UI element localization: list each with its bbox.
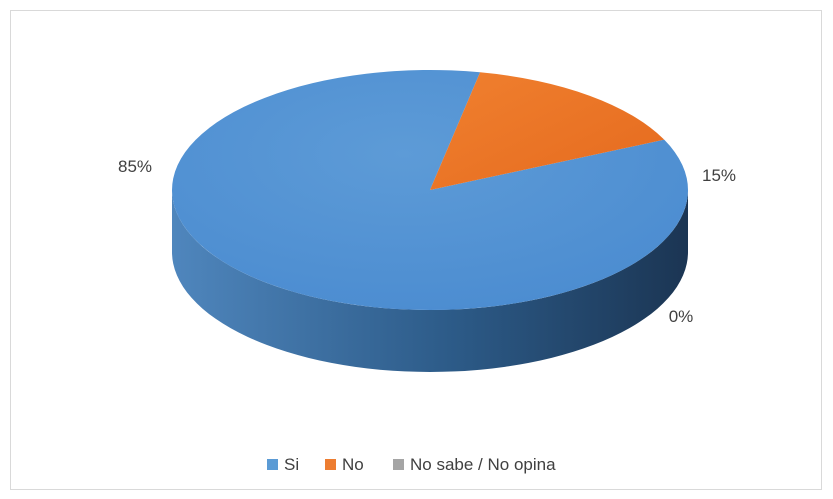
pie-slice-no[interactable] <box>430 72 665 190</box>
data-label: 85% <box>118 157 152 176</box>
legend-label: No sabe / No opina <box>410 455 556 474</box>
data-label: 0% <box>669 307 694 326</box>
legend-swatch <box>267 459 278 470</box>
legend-label: Si <box>284 455 299 474</box>
legend-swatch <box>393 459 404 470</box>
legend-label: No <box>342 455 364 474</box>
pie-slice-si[interactable] <box>172 70 689 311</box>
legend-swatch <box>325 459 336 470</box>
pie-side-si <box>172 190 688 372</box>
data-label: 15% <box>702 166 736 185</box>
